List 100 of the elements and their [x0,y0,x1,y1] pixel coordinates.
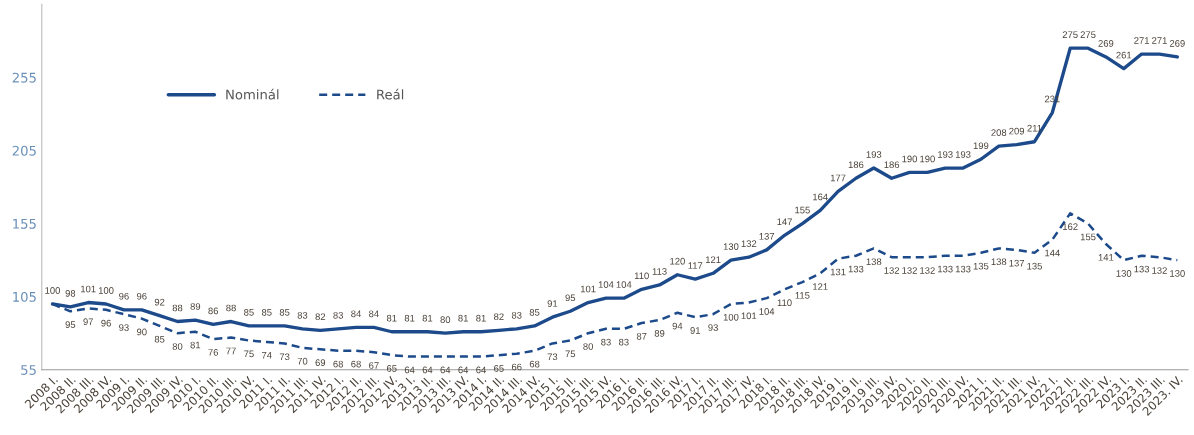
data-label: 271 [1152,37,1167,44]
data-label: 101 [741,312,757,320]
data-label: 261 [1116,51,1132,59]
data-label: 83 [601,338,611,346]
data-label: 66 [511,363,522,371]
data-label: 164 [813,193,828,201]
data-label: 133 [1134,265,1150,273]
data-label: 87 [636,332,647,340]
data-label: 77 [226,347,236,355]
data-label: 100 [45,287,61,294]
data-label: 132 [920,267,935,274]
data-label: 100 [723,313,739,321]
data-label: 85 [279,309,290,316]
data-label: 120 [670,257,685,265]
data-label: 199 [973,142,989,150]
data-label: 91 [690,327,701,334]
data-label: 117 [688,262,703,269]
data-label: 186 [884,161,900,169]
data-label: 64 [458,366,469,374]
data-label: 91 [547,300,558,307]
data-label: 97 [83,318,93,326]
data-label: 137 [759,233,775,240]
data-label: 80 [440,316,451,324]
data-label: 68 [333,360,344,368]
data-label: 130 [1170,270,1185,277]
data-label: 269 [1169,40,1185,47]
data-label: 64 [476,366,486,374]
data-label: 271 [1134,37,1150,44]
data-label: 138 [991,258,1007,266]
data-label: 190 [920,155,935,163]
data-label: 132 [741,240,757,248]
data-label: 121 [705,256,721,263]
data-label: 101 [580,285,596,293]
y-tick-label: 55 [21,365,36,375]
data-label: 96 [136,292,147,300]
data-label: 73 [279,353,290,361]
data-label: 85 [244,309,254,316]
data-label: 64 [440,366,451,374]
data-label: 64 [422,366,433,374]
data-label: 155 [795,206,810,214]
data-label: 68 [351,360,361,368]
data-label: 76 [208,349,219,356]
data-label: 81 [404,314,415,322]
data-label: 190 [902,155,918,163]
data-label: 82 [494,313,504,321]
data-label: 93 [708,324,718,331]
data-label: 93 [119,324,129,331]
data-label: 177 [830,174,846,182]
y-tick-label: 255 [12,72,36,83]
data-label: 96 [119,292,129,300]
data-label: 90 [136,328,147,336]
data-label: 104 [616,281,632,288]
data-label: 84 [369,310,379,318]
data-label: 88 [226,304,236,312]
data-label: 137 [1009,259,1025,267]
data-label: 83 [333,311,344,319]
data-label: 64 [404,366,415,374]
data-label: 88 [172,304,183,312]
data-label: 193 [938,151,953,158]
data-label: 82 [315,313,326,321]
data-label: 85 [154,335,165,343]
data-label: 69 [315,359,326,366]
data-label: 193 [955,151,971,158]
data-label: 84 [351,310,361,318]
data-label: 131 [830,268,846,276]
data-label: 104 [598,281,614,288]
data-label: 73 [547,353,558,361]
data-label: 135 [973,262,989,270]
data-label: 133 [955,265,971,273]
data-label: 83 [511,311,522,319]
data-label: 155 [1080,233,1096,241]
data-label: 83 [297,311,308,319]
data-label: 110 [777,299,792,307]
y-tick-label: 205 [12,145,36,156]
data-label: 121 [813,283,828,290]
data-label: 86 [208,307,219,315]
data-label: 67 [369,362,379,369]
data-label: 193 [866,151,882,158]
data-label: 81 [386,314,397,322]
data-label: 92 [154,298,165,306]
data-label: 94 [672,322,683,330]
data-label: 147 [777,218,792,225]
data-label: 85 [261,309,272,316]
data-label: 81 [476,314,486,322]
data-label: 75 [244,350,254,358]
data-label: 132 [902,267,917,274]
data-label: 65 [386,365,397,372]
data-label: 209 [1009,127,1025,135]
data-label: 70 [297,357,308,365]
data-label: 81 [190,341,201,349]
legend-label: Nominál [226,88,279,100]
data-label: 132 [884,267,900,274]
data-label: 113 [652,268,667,275]
y-tick-label: 105 [13,291,36,302]
data-label: 68 [529,360,540,368]
data-label: 74 [261,352,272,359]
data-label: 133 [938,265,953,273]
data-label: 130 [1116,270,1132,277]
data-label: 186 [848,161,864,169]
data-label: 269 [1098,40,1114,47]
